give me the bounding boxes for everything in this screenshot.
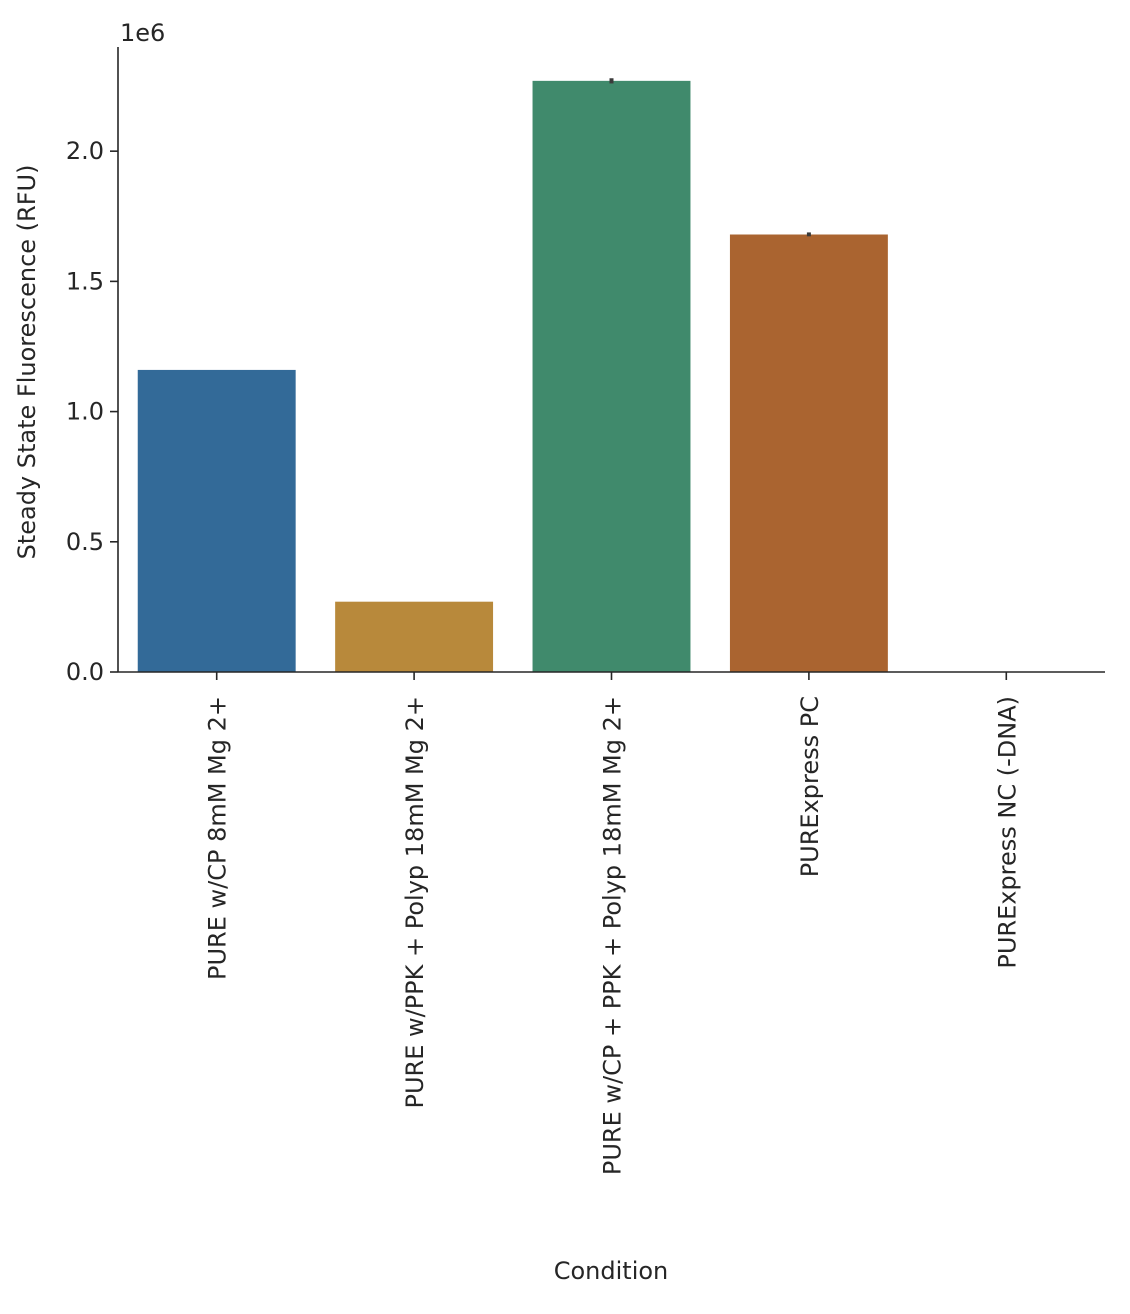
error-bars-group	[609, 78, 811, 237]
bar-1	[137, 369, 296, 672]
bar-2	[335, 601, 494, 672]
y-tick-label-5: 2.0	[66, 137, 104, 165]
x-axis-label: Condition	[554, 1257, 669, 1285]
y-tick-label-1: 0.0	[66, 658, 104, 686]
bar-4	[729, 234, 888, 672]
x-tick-label-2: PURE w/PPK + Polyp 18mM Mg 2+	[401, 696, 429, 1109]
bar-3	[532, 80, 691, 672]
y-tick-label-2: 0.5	[66, 528, 104, 556]
bars-group	[137, 80, 888, 672]
x-tick-label-5: PURExpress NC (-DNA)	[993, 696, 1021, 969]
x-tick-label-3: PURE w/CP + PPK + Polyp 18mM Mg 2+	[599, 696, 627, 1175]
y-axis: 0.0 0.5 1.0 1.5 2.0	[66, 47, 119, 686]
y-axis-offset-label: 1e6	[120, 19, 165, 47]
y-axis-label: Steady State Fluorescence (RFU)	[13, 165, 41, 560]
x-tick-label-1: PURE w/CP 8mM Mg 2+	[204, 696, 232, 980]
y-tick-label-4: 1.5	[66, 267, 104, 295]
x-tick-label-4: PURExpress PC	[796, 696, 824, 877]
y-tick-label-3: 1.0	[66, 398, 104, 426]
x-axis: PURE w/CP 8mM Mg 2+ PURE w/PPK + Polyp 18…	[118, 671, 1105, 1175]
